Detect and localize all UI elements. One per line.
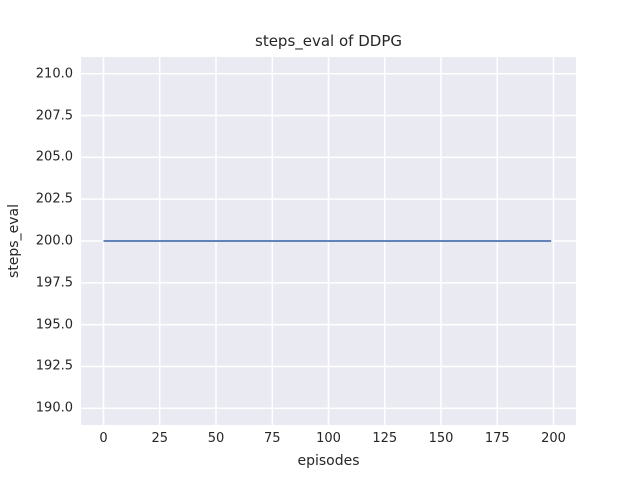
x-tick-label: 200 bbox=[541, 431, 566, 446]
y-axis-label-text: steps_eval bbox=[6, 204, 22, 278]
y-tick-label: 190.0 bbox=[35, 400, 73, 416]
x-tick-label: 150 bbox=[428, 431, 454, 446]
x-axis-label: episodes bbox=[297, 453, 360, 469]
y-tick-label: 195.0 bbox=[35, 317, 73, 333]
x-tick-label: 125 bbox=[372, 431, 398, 446]
y-tick-label: 200.0 bbox=[35, 233, 73, 249]
plot-canvas bbox=[81, 57, 576, 425]
y-tick-label: 192.5 bbox=[35, 358, 73, 374]
y-tick-label: 197.5 bbox=[35, 275, 73, 291]
x-tick-label: 0 bbox=[99, 431, 108, 446]
plot-area bbox=[81, 57, 576, 425]
y-tick-label: 210.0 bbox=[35, 66, 73, 82]
x-tick-label: 50 bbox=[207, 431, 225, 446]
x-tick-label: 100 bbox=[316, 431, 341, 446]
y-tick-label: 207.5 bbox=[35, 108, 73, 124]
x-tick-label: 25 bbox=[151, 431, 169, 446]
x-tick-label: 75 bbox=[263, 431, 281, 446]
y-tick-label: 205.0 bbox=[35, 149, 73, 165]
chart-title: steps_eval of DDPG bbox=[255, 32, 402, 50]
x-tick-label: 175 bbox=[484, 431, 510, 446]
y-tick-label: 202.5 bbox=[35, 191, 73, 207]
